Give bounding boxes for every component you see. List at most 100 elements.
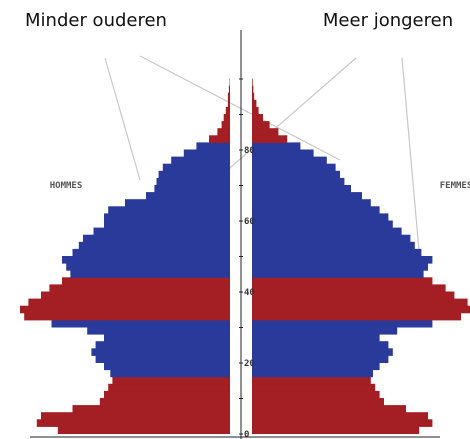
side-label-hommes: HOMMES [50, 181, 83, 191]
bar-femmes-22 [252, 348, 393, 356]
bar-femmes-40 [252, 284, 446, 292]
bar-femmes-80 [252, 142, 301, 150]
bar-femmes-90 [252, 106, 259, 115]
side-label-femmes: FEMMES [440, 181, 470, 191]
bar-femmes-4 [252, 412, 428, 420]
bar-femmes-58 [252, 220, 393, 229]
bar-hommes-62 [108, 206, 230, 214]
bar-femmes-56 [252, 227, 402, 236]
bar-hommes-4 [41, 412, 230, 420]
bar-femmes-0 [252, 426, 420, 434]
bar-femmes-8 [252, 398, 384, 406]
bar-hommes-64 [125, 199, 230, 207]
bar-hommes-16 [110, 369, 230, 378]
bar-hommes-78 [183, 149, 230, 158]
bar-hommes-0 [57, 426, 230, 434]
bar-femmes-28 [252, 327, 398, 335]
bar-hommes-24 [95, 341, 230, 349]
bar-hommes-80 [196, 142, 230, 150]
bar-hommes-22 [91, 348, 231, 356]
bar-hommes-10 [104, 390, 230, 399]
bar-hommes-96 [228, 85, 230, 94]
bar-femmes-20 [252, 355, 389, 363]
bar-femmes-66 [252, 192, 362, 200]
bar-hommes-94 [227, 92, 230, 101]
annotation-left: Minder ouderen [25, 10, 167, 31]
bar-femmes-38 [252, 291, 455, 300]
bar-hommes-60 [104, 213, 230, 221]
bar-hommes-34 [20, 305, 230, 314]
tick-label-40: 40 [244, 288, 255, 298]
bar-hommes-44 [70, 270, 231, 278]
pyramid-bars [20, 78, 470, 434]
bar-femmes-70 [252, 177, 345, 186]
bar-hommes-90 [225, 106, 230, 115]
bar-hommes-2 [36, 419, 230, 427]
tick-label-60: 60 [244, 217, 255, 227]
bar-femmes-64 [252, 199, 371, 207]
bar-femmes-78 [252, 149, 314, 158]
bar-femmes-72 [252, 170, 340, 179]
bar-hommes-50 [72, 248, 230, 257]
bar-femmes-34 [252, 305, 470, 314]
bar-hommes-76 [171, 156, 230, 165]
bar-hommes-42 [62, 277, 230, 285]
bar-femmes-50 [252, 248, 422, 257]
bar-femmes-88 [252, 114, 263, 122]
bar-femmes-36 [252, 298, 468, 307]
bar-hommes-26 [104, 334, 230, 342]
bar-hommes-86 [221, 121, 230, 129]
bar-hommes-82 [209, 135, 230, 143]
tick-label-20: 20 [244, 359, 255, 369]
bar-hommes-84 [217, 128, 230, 136]
bar-femmes-54 [252, 234, 411, 243]
bar-femmes-60 [252, 213, 389, 221]
bar-femmes-14 [252, 376, 371, 385]
bar-hommes-52 [78, 241, 230, 250]
bar-hommes-88 [223, 114, 230, 122]
bar-hommes-8 [99, 398, 230, 406]
bar-femmes-32 [252, 312, 461, 321]
bar-femmes-30 [252, 319, 433, 328]
bar-femmes-44 [252, 270, 424, 278]
tick-label-80: 80 [244, 146, 255, 156]
guide-line-right-upper [401, 57, 421, 263]
bar-hommes-58 [104, 220, 230, 229]
bar-femmes-6 [252, 405, 406, 413]
bar-femmes-18 [252, 362, 380, 371]
bar-femmes-76 [252, 156, 327, 165]
bar-femmes-2 [252, 419, 433, 427]
bar-femmes-52 [252, 241, 415, 250]
bar-hommes-72 [158, 170, 230, 179]
bar-hommes-68 [154, 185, 230, 193]
bar-hommes-66 [146, 192, 230, 200]
bar-hommes-18 [104, 362, 230, 371]
bar-femmes-94 [252, 92, 255, 101]
age-axis: 0 20 40 60 80 [30, 30, 440, 439]
bar-hommes-38 [41, 291, 230, 300]
bar-femmes-12 [252, 383, 376, 392]
bar-hommes-6 [72, 405, 230, 413]
bar-femmes-96 [252, 85, 254, 94]
bar-hommes-70 [156, 177, 230, 186]
bar-hommes-36 [28, 298, 231, 307]
bar-femmes-26 [252, 334, 380, 342]
annotation-right: Meer jongeren [323, 10, 453, 31]
bar-femmes-24 [252, 341, 389, 349]
bar-hommes-92 [227, 99, 230, 108]
bar-hommes-46 [66, 263, 230, 271]
bar-hommes-12 [108, 383, 230, 392]
bar-femmes-10 [252, 390, 380, 399]
bar-hommes-28 [87, 327, 230, 335]
bar-femmes-48 [252, 256, 433, 264]
bar-hommes-54 [83, 234, 230, 243]
bar-femmes-86 [252, 121, 270, 129]
bar-femmes-98 [252, 78, 253, 87]
guide-line-left-upper [104, 57, 141, 181]
bar-femmes-74 [252, 163, 336, 172]
tick-label-0: 0 [244, 430, 249, 439]
bar-femmes-62 [252, 206, 380, 214]
bar-femmes-46 [252, 263, 428, 271]
bar-hommes-74 [162, 163, 230, 172]
